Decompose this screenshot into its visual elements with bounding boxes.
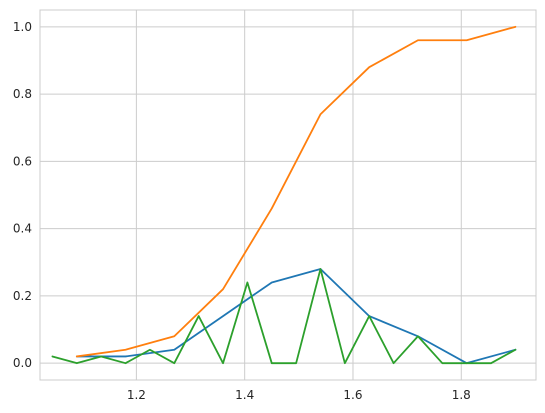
- series-line-3: [51, 268, 517, 365]
- y-tick-label: 0.2: [13, 289, 32, 303]
- y-tick-label: 0.0: [13, 356, 32, 370]
- x-tick-label: 1.2: [127, 388, 146, 402]
- x-tick-label: 1.8: [452, 388, 471, 402]
- plot-frame: [39, 9, 537, 381]
- series-lines: [51, 25, 517, 365]
- grid-lines: [40, 10, 536, 380]
- y-tick-label: 0.8: [13, 87, 32, 101]
- y-tick-label: 1.0: [13, 20, 32, 34]
- y-tick-label: 0.4: [13, 222, 32, 236]
- plot-background: [40, 10, 536, 380]
- x-tick-label: 1.4: [235, 388, 254, 402]
- series-line-2: [75, 25, 517, 358]
- x-axis-tick-labels: 1.2 1.4 1.6 1.8: [127, 388, 471, 402]
- y-tick-label: 0.6: [13, 154, 32, 168]
- y-axis-tick-labels: 0.0 0.2 0.4 0.6 0.8 1.0: [13, 20, 32, 370]
- x-tick-label: 1.6: [343, 388, 362, 402]
- series-line-1: [75, 268, 517, 365]
